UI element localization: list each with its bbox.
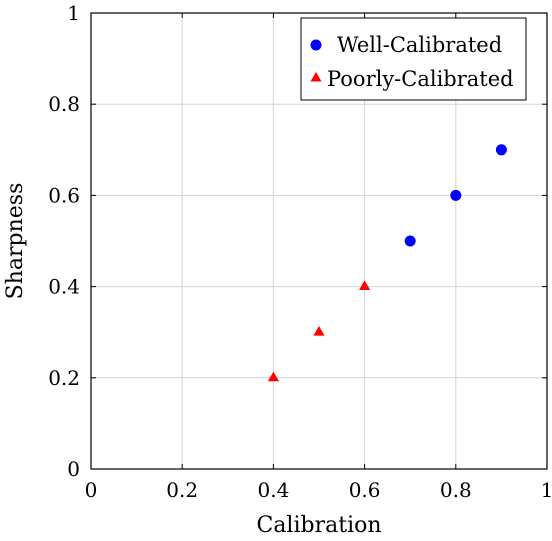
y-tick-label: 0.8 bbox=[48, 92, 80, 116]
data-points bbox=[267, 144, 507, 382]
legend: Well-Calibrated Poorly-Calibrated bbox=[300, 17, 527, 101]
point-poorly-calibrated bbox=[359, 280, 371, 291]
point-poorly-calibrated bbox=[267, 371, 279, 382]
x-tick-label: 0 bbox=[85, 478, 98, 502]
point-poorly-calibrated bbox=[313, 326, 325, 336]
y-tick-label: 1 bbox=[67, 1, 80, 25]
y-tick-label: 0.6 bbox=[48, 183, 80, 207]
legend-marker-poorly-calibrated bbox=[310, 72, 322, 82]
point-well-calibrated bbox=[450, 189, 462, 201]
point-well-calibrated bbox=[404, 235, 416, 247]
y-tick-label: 0.2 bbox=[48, 366, 80, 390]
legend-label-well-calibrated: Well-Calibrated bbox=[337, 33, 502, 57]
y-tick-label: 0.4 bbox=[48, 275, 80, 299]
legend-label-poorly-calibrated: Poorly-Calibrated bbox=[327, 67, 514, 91]
y-tick-label: 0 bbox=[67, 457, 80, 481]
x-tick-label: 0.8 bbox=[440, 478, 472, 502]
y-axis-title: Sharpness bbox=[3, 183, 28, 300]
legend-marker-well-calibrated bbox=[310, 39, 322, 51]
point-well-calibrated bbox=[495, 144, 507, 156]
axis-ticks: 0 0.2 0.4 0.6 0.8 1 0 0.2 0.4 0.6 0.8 1 bbox=[48, 1, 552, 502]
plot-frame bbox=[90, 12, 548, 470]
x-axis-title: Calibration bbox=[256, 513, 381, 536]
x-tick-label: 1 bbox=[541, 478, 552, 502]
x-tick-label: 0.4 bbox=[257, 478, 289, 502]
legend-box bbox=[300, 17, 527, 101]
x-tick-label: 0.6 bbox=[349, 478, 381, 502]
x-tick-label: 0.2 bbox=[166, 478, 198, 502]
